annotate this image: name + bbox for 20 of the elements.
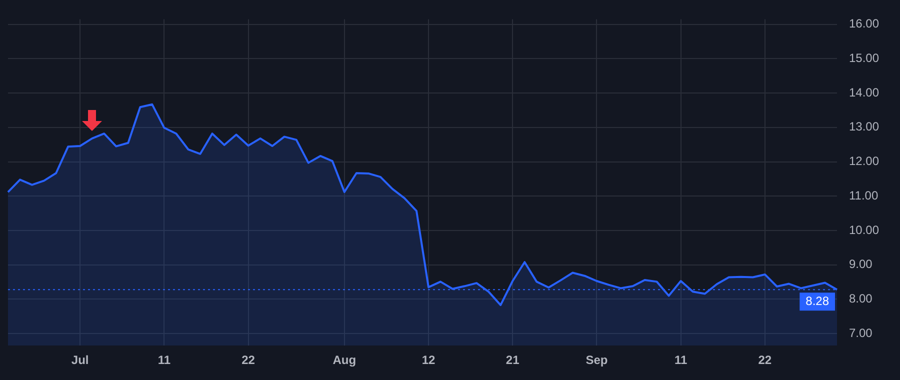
ref-line-label: 8.28 [806, 294, 830, 308]
x-tick-label: 11 [674, 353, 688, 368]
x-tick-label: Jul [71, 353, 89, 368]
y-tick-label: 13.00 [849, 120, 880, 134]
x-tick-label: 21 [506, 353, 520, 368]
y-tick-label: 7.00 [849, 326, 873, 340]
x-tick-label: Sep [586, 353, 608, 368]
x-tick-label: 22 [242, 353, 256, 368]
y-tick-label: 10.00 [849, 222, 880, 237]
y-tick-label: 11.00 [849, 188, 878, 202]
x-tick-label: Aug [332, 353, 356, 368]
y-tick-label: 12.00 [849, 154, 880, 168]
y-tick-label: 8.00 [849, 292, 873, 306]
x-tick-label: 22 [758, 353, 772, 368]
y-tick-label: 9.00 [849, 257, 873, 272]
y-tick-label: 16.00 [849, 16, 880, 31]
y-tick-label: 15.00 [849, 51, 880, 66]
x-tick-label: 11 [158, 353, 171, 368]
x-tick-label: 12 [422, 353, 436, 368]
y-tick-label: 14.00 [849, 85, 880, 100]
